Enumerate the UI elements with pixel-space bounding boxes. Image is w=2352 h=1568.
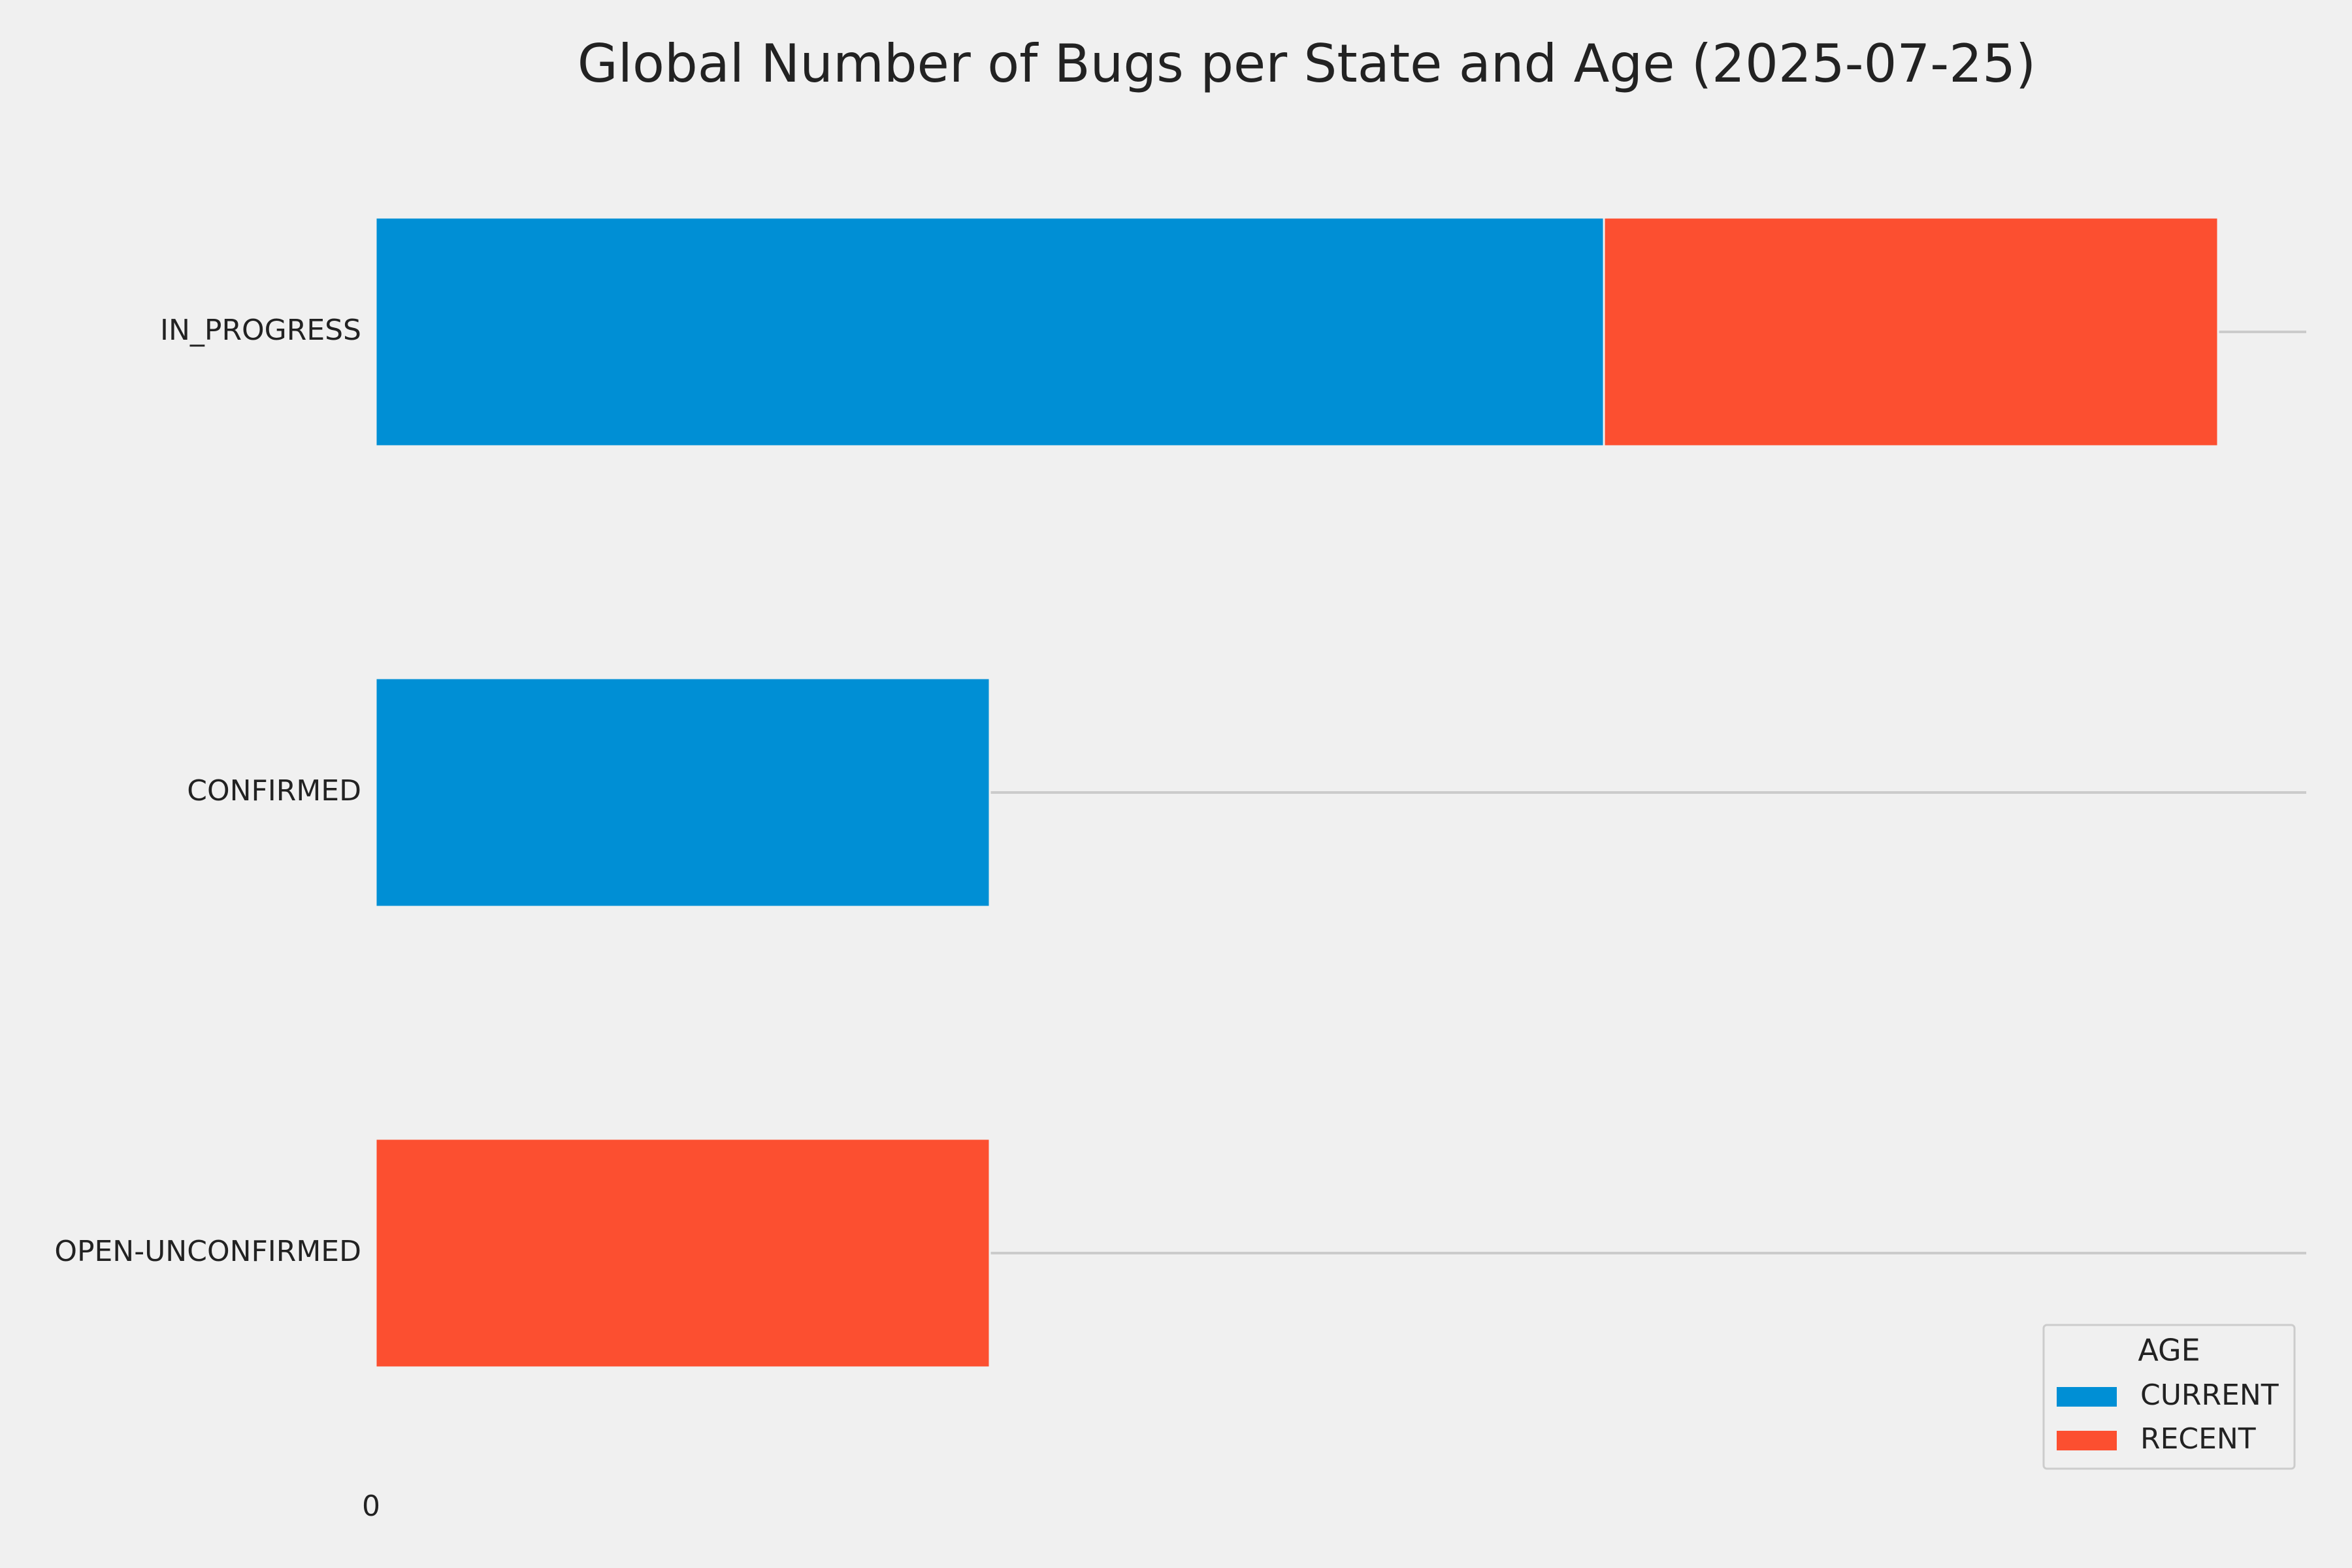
bar-recent-in_progress (1603, 216, 2219, 448)
bar-current-in_progress (374, 216, 1605, 448)
y-tick-label: IN_PROGRESS (160, 314, 361, 347)
legend-items: CURRENT RECENT (2057, 1379, 2279, 1456)
bars (374, 216, 2219, 1369)
y-tick-label: CONFIRMED (187, 774, 361, 808)
legend-label-recent: RECENT (2140, 1422, 2256, 1456)
bar-recent-open-unconfirmed (374, 1137, 991, 1369)
legend-title: AGE (2138, 1333, 2200, 1368)
chart-title: Global Number of Bugs per State and Age … (578, 33, 2036, 94)
bar-current-confirmed (374, 677, 991, 908)
y-tick-labels: IN_PROGRESS CONFIRMED OPEN-UNCONFIRMED (54, 314, 361, 1268)
x-tick-labels: 0 (362, 1490, 380, 1523)
legend-swatch-recent (2057, 1431, 2117, 1450)
y-tick-label: OPEN-UNCONFIRMED (54, 1235, 361, 1268)
legend: AGE CURRENT RECENT (2042, 1324, 2296, 1470)
legend-label-current: CURRENT (2140, 1379, 2279, 1412)
x-tick-label: 0 (362, 1490, 380, 1523)
legend-swatch-current (2057, 1387, 2117, 1407)
